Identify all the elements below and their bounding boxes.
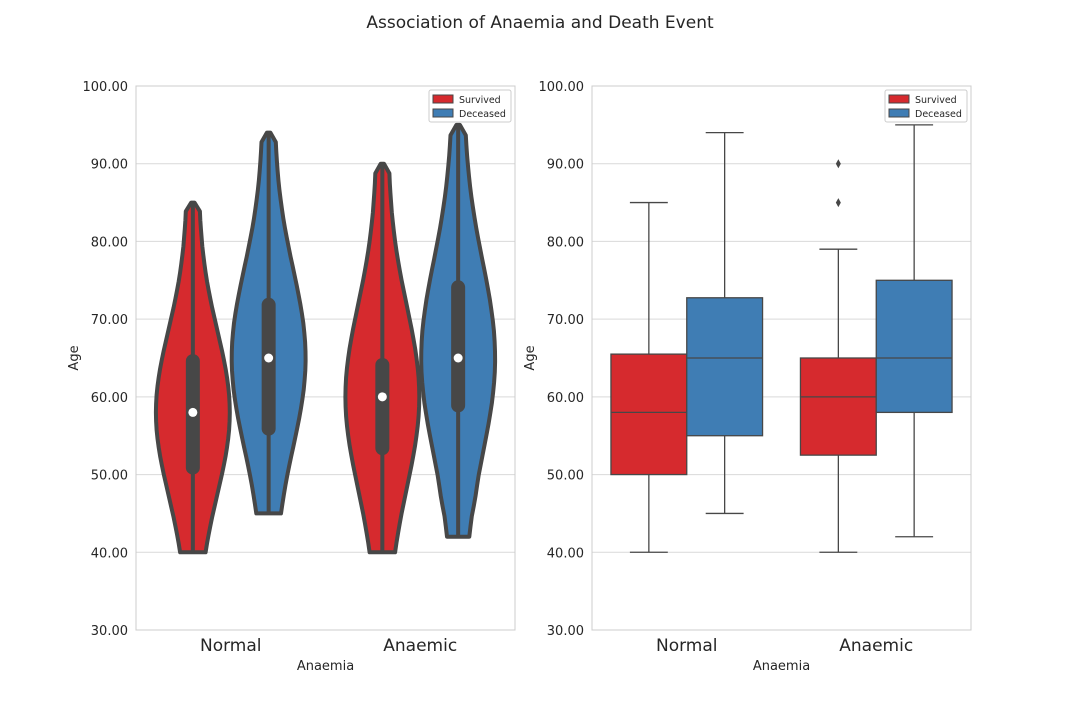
x-tick-label: Anaemic [839,636,913,656]
plot-frame [135,85,516,631]
y-tick-label: 70.00 [547,313,584,328]
plot-frame [591,85,972,631]
y-tick-label: 80.00 [547,235,584,250]
y-tick-label: 30.00 [91,624,128,639]
y-axis-label: Age [523,345,538,370]
y-tick-label: 40.00 [547,546,584,561]
legend-swatch [888,94,910,104]
x-tick-label: Anaemic [383,636,457,656]
x-tick-label: Normal [200,636,262,656]
y-tick-label: 90.00 [91,158,128,173]
box-iqr [875,279,953,414]
y-tick-label: 60.00 [91,391,128,406]
y-tick-label: 40.00 [91,546,128,561]
legend-swatch [888,108,910,118]
y-tick-label: 100.00 [539,80,585,95]
violin-median-dot [188,407,198,417]
y-axis-label: Age [67,345,82,370]
y-tick-label: 70.00 [91,313,128,328]
y-tick-label: 80.00 [91,235,128,250]
violin-iqr-bar [261,297,276,436]
box-iqr [799,357,877,456]
violin-median-dot [264,353,274,363]
violin-iqr-bar [375,358,390,456]
x-tick-label: Normal [656,636,718,656]
legend-label: Survived [915,95,957,106]
legend-label: Deceased [459,109,506,120]
violin-plot: 30.00 40.00 50.00 60.00 70.00 80.00 90.00 100.0… [67,80,516,674]
legend-swatch [432,94,454,104]
legend-swatch [432,108,454,118]
box-outlier [835,198,841,208]
violin-median-dot [453,353,463,363]
figure-title: Association of Anaemia and Death Event [366,13,714,33]
y-tick-label: 50.00 [547,469,584,484]
y-tick-label: 60.00 [547,391,584,406]
y-tick-label: 100.00 [83,80,129,95]
x-axis-label: Anaemia [753,659,810,674]
x-axis-label: Anaemia [297,659,354,674]
box-iqr [686,297,764,437]
violin-median-dot [377,392,387,402]
box-iqr [610,353,688,476]
legend-label: Deceased [915,109,962,120]
box-plot: 30.00 40.00 50.00 60.00 70.00 80.00 90.00 100.0… [523,80,972,674]
legend-label: Survived [459,95,501,106]
violin-iqr-bar [451,280,466,413]
y-tick-label: 50.00 [91,469,128,484]
y-tick-label: 30.00 [547,624,584,639]
box-outlier [835,159,841,169]
y-tick-label: 90.00 [547,158,584,173]
